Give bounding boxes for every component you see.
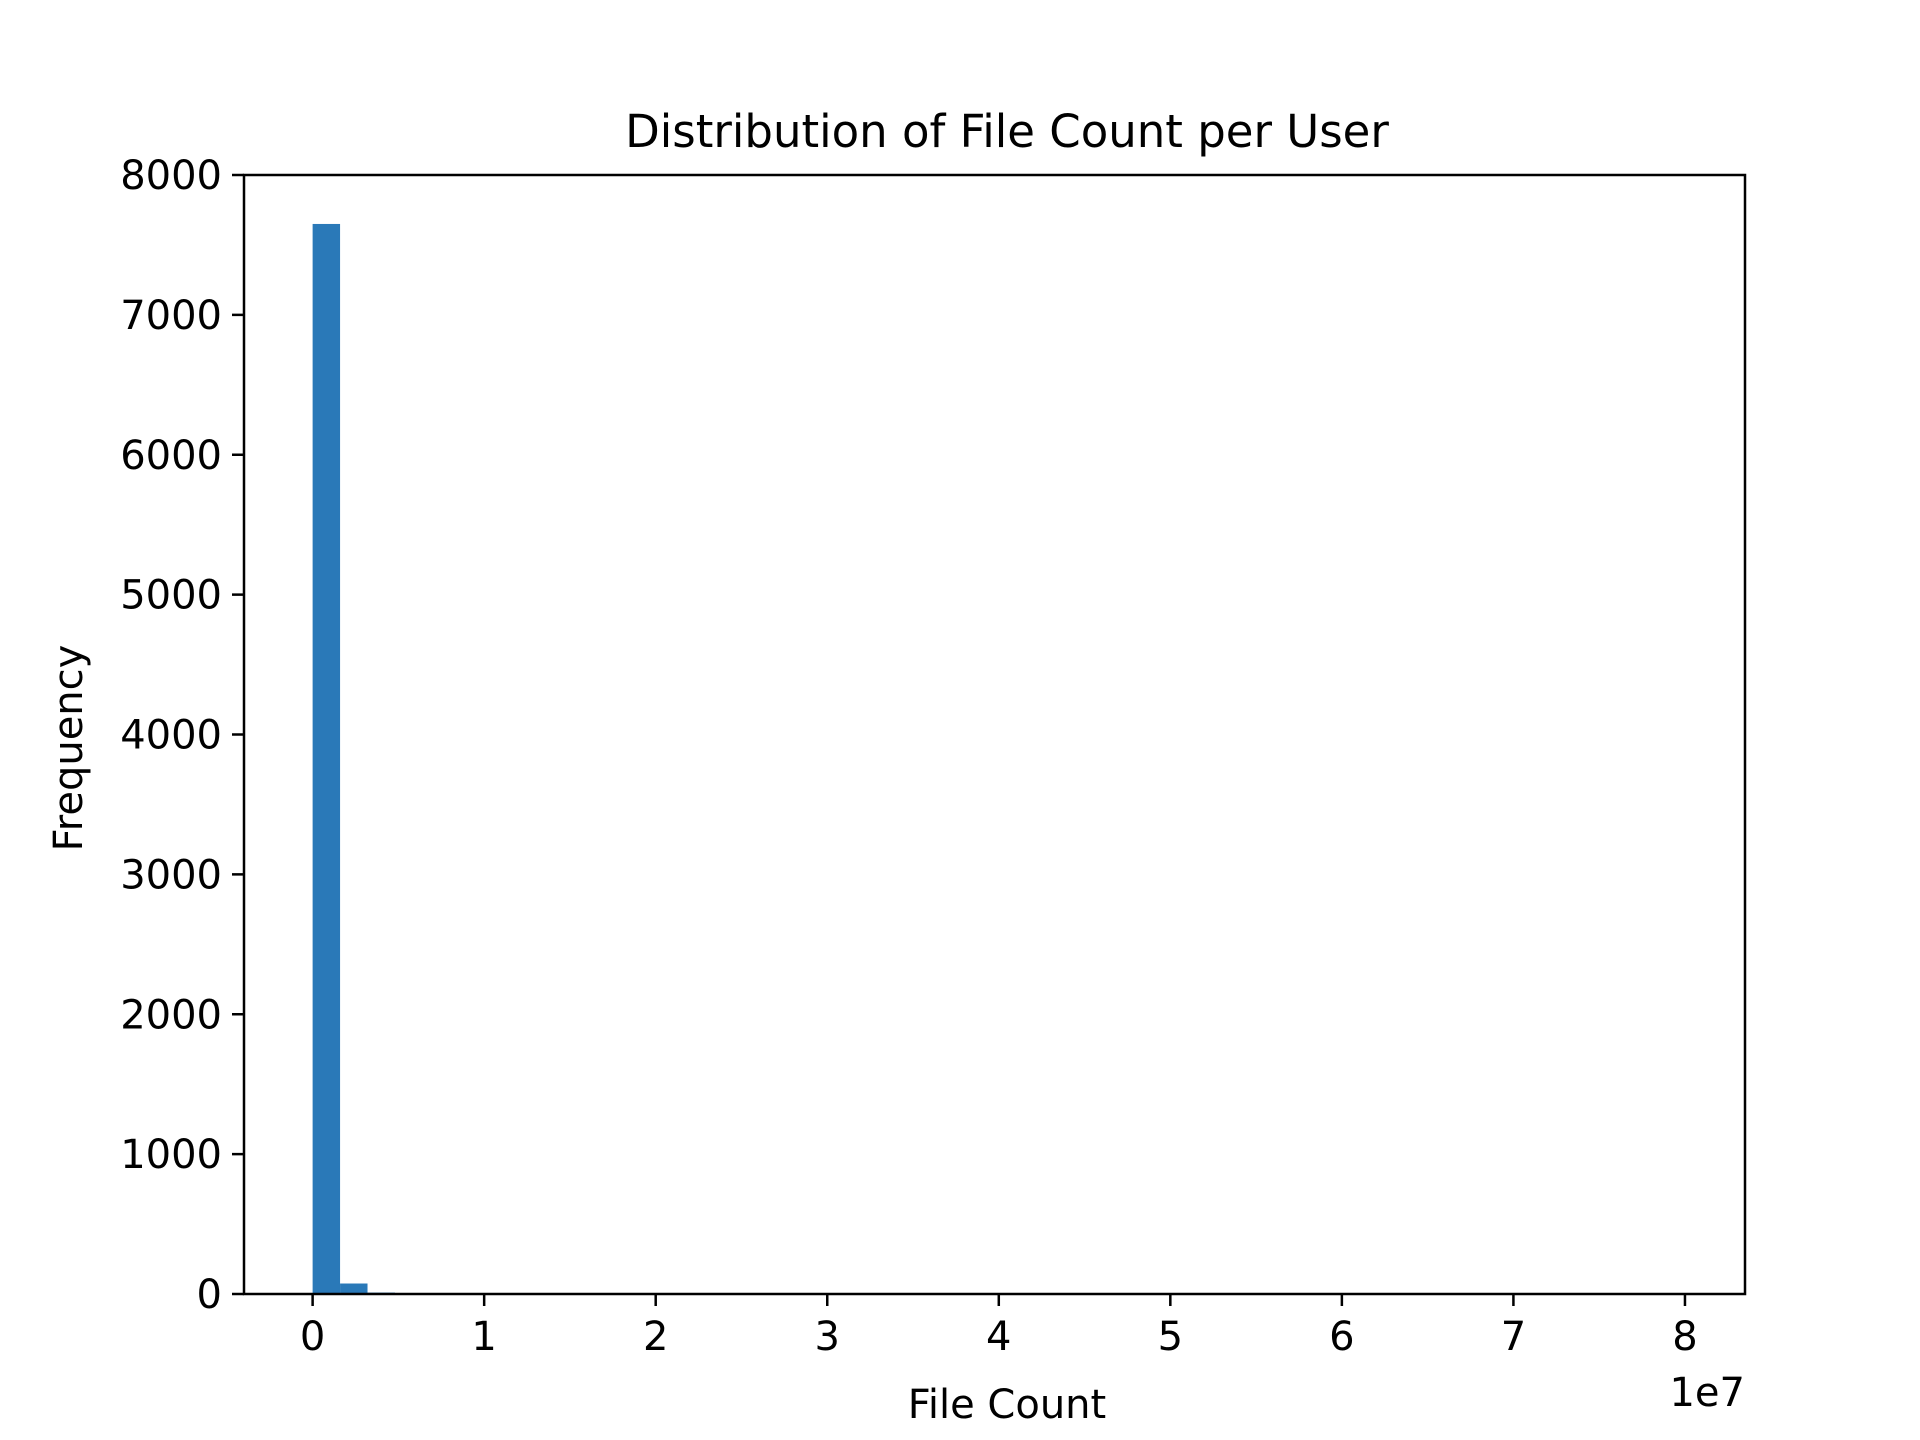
y-tick-label: 4000	[120, 713, 222, 759]
x-tick-label: 3	[815, 1314, 840, 1360]
y-axis-ticks: 0 1000 2000 3000 4000 5000 6000 7000 8000	[120, 153, 244, 1318]
x-axis-ticks: 0 1 2 3 4 5 6 7 8	[300, 1294, 1698, 1360]
y-tick-label: 2000	[120, 992, 222, 1038]
y-tick-label: 6000	[120, 433, 222, 479]
y-axis-label: Frequency	[46, 645, 92, 852]
x-tick-label: 5	[1158, 1314, 1183, 1360]
x-tick-label: 6	[1329, 1314, 1354, 1360]
chart-title: Distribution of File Count per User	[625, 105, 1389, 158]
x-axis-offset-label: 1e7	[1669, 1370, 1745, 1416]
x-tick-label: 2	[643, 1314, 668, 1360]
x-tick-label: 0	[300, 1314, 325, 1360]
y-tick-label: 7000	[120, 293, 222, 339]
x-tick-label: 1	[471, 1314, 496, 1360]
y-tick-label: 0	[197, 1272, 222, 1318]
histogram-bar-1	[340, 1283, 368, 1294]
y-tick-label: 3000	[120, 852, 222, 898]
bars-group	[312, 223, 450, 1294]
x-axis-label: File Count	[908, 1382, 1106, 1428]
x-tick-label: 4	[986, 1314, 1011, 1360]
x-tick-label: 7	[1501, 1314, 1526, 1360]
x-tick-label: 8	[1672, 1314, 1697, 1360]
y-tick-label: 8000	[120, 153, 222, 199]
y-tick-label: 1000	[120, 1132, 222, 1178]
y-tick-label: 5000	[120, 573, 222, 619]
histogram-bar-0	[312, 223, 341, 1294]
